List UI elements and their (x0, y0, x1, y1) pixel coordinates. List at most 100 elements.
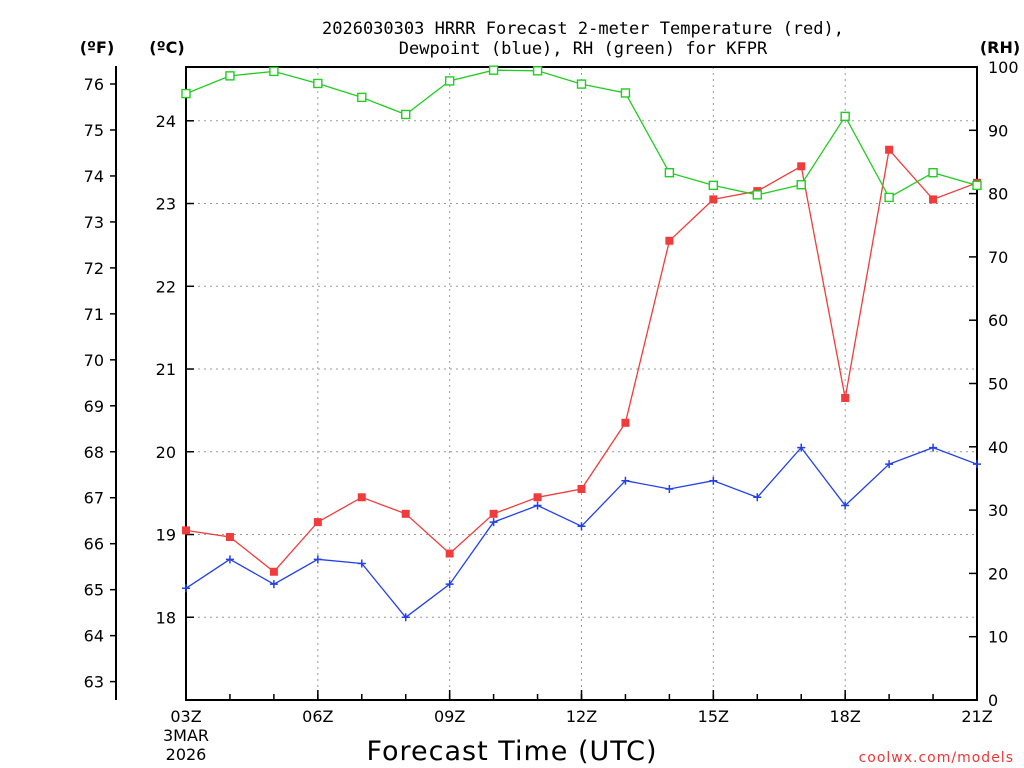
temperature-point (357, 493, 366, 502)
x-tick-sublabel-year: 2026 (166, 745, 207, 764)
temperature-point (885, 145, 894, 154)
x-tick-label: 15Z (698, 707, 729, 726)
dewpoint-point (445, 580, 454, 589)
rh-point (708, 180, 719, 191)
chart-title-line1: 2026030303 HRRR Forecast 2-meter Tempera… (322, 19, 844, 39)
temperature-point (269, 567, 278, 576)
dewpoint-line (185, 446, 978, 619)
rh-point (840, 111, 850, 122)
rh-point (928, 168, 938, 178)
celsius-tick-label: 20 (156, 443, 176, 462)
x-tick-label: 09Z (434, 707, 465, 726)
dewpoint-point (489, 518, 498, 527)
gridlines (186, 67, 977, 700)
temperature-point (577, 485, 586, 493)
rh-point (488, 65, 499, 75)
chart-title-line2: Dewpoint (blue), RH (green) for KFPR (399, 39, 768, 59)
fahrenheit-tick-label: 71 (84, 305, 104, 324)
rh-tick-label: 70 (988, 248, 1008, 267)
dewpoint-point (182, 584, 190, 593)
temperature-point (182, 526, 190, 535)
credit-text: coolwx.com/models (859, 750, 1014, 766)
dewpoint-point (225, 555, 234, 564)
data-series (181, 65, 982, 622)
temperature-point (929, 195, 938, 204)
temperature-point (225, 532, 234, 541)
dewpoint-point (709, 476, 718, 485)
temperature-point (797, 162, 806, 171)
dewpoint-point (753, 493, 762, 502)
dewpoint-point (621, 476, 630, 485)
dewpoint-point (841, 501, 850, 510)
rh-tick-label: 10 (988, 628, 1008, 647)
x-tick-sublabel-date: 3MAR (163, 726, 209, 745)
fahrenheit-tick-label: 73 (84, 213, 104, 232)
fahrenheit-tick-label: 72 (84, 259, 104, 278)
x-tick-label: 12Z (566, 707, 597, 726)
dewpoint-point (973, 460, 981, 469)
dewpoint-point (269, 580, 278, 589)
dewpoint-point (401, 613, 410, 622)
rh-point (225, 71, 235, 81)
fahrenheit-tick-label: 66 (84, 535, 104, 554)
celsius-tick-label: 22 (156, 277, 176, 296)
temperature-point (533, 493, 542, 502)
rh-tick-label: 20 (988, 564, 1008, 583)
temperature-point (401, 509, 410, 518)
x-tick-label: 03Z (170, 707, 201, 726)
temperature-point (665, 236, 674, 245)
fahrenheit-unit-label: (ºF) (80, 38, 115, 57)
rh-point (532, 66, 543, 76)
dewpoint-point (665, 485, 674, 493)
fahrenheit-tick-label: 75 (84, 121, 104, 140)
axes (110, 66, 978, 701)
dewpoint-series (182, 443, 981, 622)
x-axis-label: Forecast Time (UTC) (366, 736, 657, 767)
dewpoint-point (577, 522, 586, 531)
dewpoint-point (357, 559, 366, 568)
rh-series (181, 65, 982, 203)
dewpoint-point (533, 501, 542, 510)
rh-tick-label: 80 (988, 185, 1008, 204)
fahrenheit-tick-label: 67 (84, 489, 104, 508)
x-tick-label: 21Z (961, 707, 992, 726)
temperature-point (841, 393, 850, 402)
fahrenheit-tick-label: 63 (84, 673, 104, 692)
rh-tick-label: 90 (988, 121, 1008, 140)
celsius-tick-label: 18 (156, 608, 176, 627)
rh-point (401, 109, 411, 120)
fahrenheit-tick-label: 64 (84, 627, 104, 646)
rh-unit-label: (RH) (980, 38, 1020, 57)
rh-point (269, 66, 279, 77)
temperature-point (709, 195, 718, 204)
rh-point (576, 79, 587, 89)
celsius-tick-label: 19 (156, 526, 176, 545)
x-tick-label: 06Z (302, 707, 333, 726)
rh-point (620, 88, 631, 98)
dewpoint-point (797, 443, 806, 452)
fahrenheit-tick-label: 74 (84, 167, 104, 186)
fahrenheit-tick-label: 68 (84, 443, 104, 462)
fahrenheit-tick-label: 76 (84, 75, 104, 94)
rh-point (357, 92, 367, 103)
rh-point (444, 76, 455, 86)
temperature-point (621, 418, 630, 427)
rh-tick-label: 60 (988, 311, 1008, 330)
dewpoint-point (929, 443, 938, 452)
temperature-point (489, 509, 498, 518)
fahrenheit-tick-label: 65 (84, 581, 104, 600)
rh-point (181, 88, 191, 99)
dewpoint-point (885, 460, 894, 469)
rh-point (752, 190, 762, 200)
rh-point (664, 168, 675, 178)
dewpoint-point (313, 555, 322, 564)
rh-point (884, 192, 894, 203)
celsius-unit-label: (ºC) (149, 38, 184, 57)
tick-labels: 63 64 65 66 67 68 69 70 71 72 73 74 75 76 18 19 20 21 22 23… (84, 58, 1019, 764)
fahrenheit-tick-label: 70 (84, 351, 104, 370)
rh-tick-label: 30 (988, 501, 1008, 520)
celsius-tick-label: 21 (156, 360, 176, 379)
rh-tick-label: 0 (988, 691, 998, 710)
plot-frame (185, 66, 978, 701)
